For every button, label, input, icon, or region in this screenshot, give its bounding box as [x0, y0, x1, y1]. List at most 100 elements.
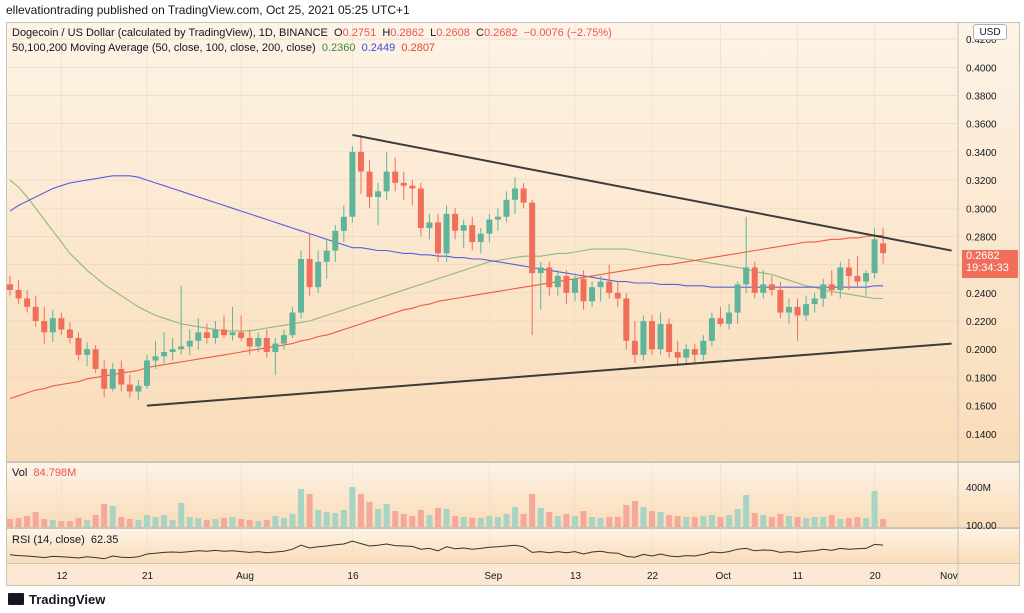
- candle-body: [66, 329, 73, 338]
- volume-bar: [263, 520, 270, 527]
- candle-body: [803, 304, 810, 316]
- close-value: 0.2682: [483, 27, 518, 39]
- volume-bar: [49, 520, 56, 527]
- volume-bar: [871, 491, 878, 527]
- tradingview-logo[interactable]: TradingView: [8, 592, 105, 607]
- volume-bar: [409, 516, 416, 527]
- candle-body: [375, 191, 382, 197]
- candle-body: [503, 199, 510, 217]
- volume-bar: [109, 506, 116, 527]
- volume-bar: [75, 518, 82, 527]
- time-axis[interactable]: [6, 564, 1020, 586]
- candle-body: [529, 202, 536, 274]
- volume-bar: [135, 520, 142, 527]
- volume-bar: [417, 510, 424, 527]
- volume-bar: [760, 515, 767, 527]
- last-price-tag: 0.2682 19:34:33: [962, 250, 1018, 278]
- candle-body: [597, 281, 604, 288]
- candle-body: [863, 273, 869, 282]
- candle-body: [777, 290, 784, 313]
- candle-body: [24, 298, 31, 307]
- candle-body: [229, 332, 236, 336]
- volume-bar: [349, 487, 356, 527]
- brand-text: TradingView: [29, 592, 106, 607]
- candle-body: [15, 290, 22, 299]
- candle-body: [195, 332, 202, 341]
- candle-body: [768, 284, 775, 291]
- candle-body: [400, 182, 407, 186]
- volume-bar: [315, 510, 322, 527]
- candle-body: [263, 337, 270, 353]
- candle-body: [126, 384, 133, 392]
- volume-bar: [289, 514, 296, 527]
- y-tick-label: 0.4000: [966, 63, 997, 74]
- candle-body: [409, 185, 416, 189]
- x-tick-label: 20: [870, 571, 882, 582]
- candle-body: [743, 267, 750, 285]
- volume-bar: [554, 516, 561, 527]
- volume-bar: [537, 508, 544, 527]
- volume-bar: [375, 509, 382, 527]
- x-tick-label: Nov: [940, 571, 958, 582]
- volume-bar: [512, 507, 519, 527]
- ma50-value: 0.2360: [321, 42, 356, 54]
- candle-body: [212, 329, 219, 338]
- candle-body: [828, 284, 835, 291]
- volume-bar: [700, 516, 707, 527]
- y-tick-label: 0.3800: [966, 91, 997, 102]
- symbol-legend: Dogecoin / US Dollar (calculated by Trad…: [12, 27, 612, 39]
- volume-bar: [92, 515, 99, 527]
- ma50-line: [9, 179, 884, 332]
- candle-body: [477, 233, 484, 243]
- candle-body: [854, 275, 861, 282]
- volume-bar: [486, 516, 493, 527]
- change-value: −0.0076 (−2.75%): [523, 27, 612, 39]
- volume-bar: [229, 517, 236, 527]
- volume-bar: [777, 514, 784, 527]
- volume-bar: [460, 517, 467, 527]
- volume-bar: [880, 519, 887, 527]
- candle-body: [392, 171, 399, 183]
- volume-bar: [863, 518, 869, 527]
- volume-bar: [452, 516, 459, 527]
- volume-bar: [494, 517, 501, 527]
- candle-body: [426, 222, 433, 228]
- volume-bar: [597, 518, 604, 527]
- currency-button[interactable]: USD: [973, 24, 1007, 40]
- volume-bar: [657, 512, 664, 527]
- candle-body: [571, 278, 578, 293]
- volume-bar: [101, 504, 108, 527]
- candle-body: [666, 323, 673, 353]
- y-tick-label: 0.3000: [966, 204, 997, 215]
- candle-body: [845, 267, 852, 276]
- rsi-label: RSI (14, close): [12, 534, 85, 546]
- candle-body: [837, 267, 844, 291]
- volume-bar: [571, 516, 578, 527]
- candle-body: [871, 239, 878, 274]
- candle-body: [118, 368, 125, 385]
- volume-bar: [323, 512, 330, 527]
- bar-countdown: 19:34:33: [966, 262, 1009, 274]
- ma100-value: 0.2449: [361, 42, 396, 54]
- candle-body: [152, 356, 159, 361]
- y-tick-label: 0.2800: [966, 232, 997, 243]
- tradingview-mark-icon: [8, 593, 24, 605]
- volume-bar: [357, 494, 364, 527]
- volume-bar: [477, 518, 484, 527]
- candle-body: [272, 343, 279, 353]
- volume-bar: [811, 517, 818, 527]
- volume-bar: [221, 518, 227, 527]
- candle-body: [357, 151, 364, 172]
- candle-body: [734, 284, 741, 313]
- volume-bar: [546, 512, 553, 527]
- rsi-line: [9, 540, 884, 560]
- candle-body: [785, 306, 792, 313]
- candle-body: [623, 298, 630, 341]
- volume-bar: [649, 511, 655, 527]
- candle-body: [794, 306, 801, 316]
- candle-body: [512, 188, 519, 200]
- volume-bar: [58, 521, 65, 527]
- rsi-panel[interactable]: [6, 528, 1020, 564]
